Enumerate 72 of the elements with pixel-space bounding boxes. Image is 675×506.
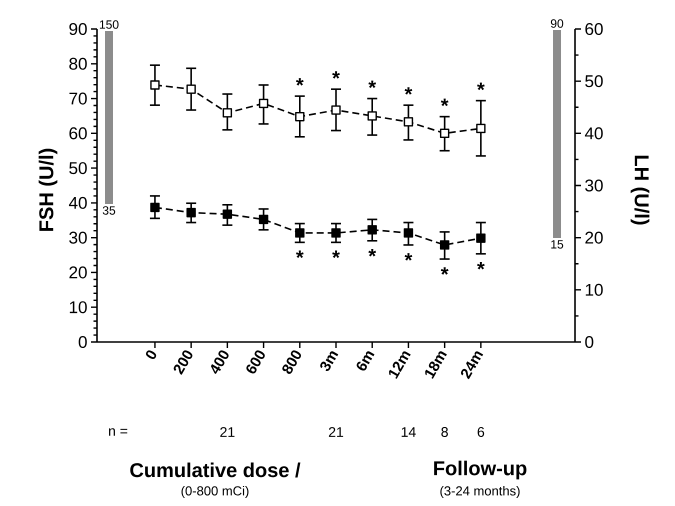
annotation: * xyxy=(440,267,449,275)
point xyxy=(368,225,377,235)
x-tick-label: 400 xyxy=(210,350,229,374)
annotation: * xyxy=(296,250,304,258)
y-tick-label: 90 xyxy=(69,22,87,36)
y-tick-label: 10 xyxy=(70,301,87,314)
x-tick-label: 0 xyxy=(146,350,156,359)
y-tick-label: 40 xyxy=(68,196,87,209)
text: 21 xyxy=(220,427,234,437)
text: 14 xyxy=(402,427,416,437)
point xyxy=(476,124,486,134)
point xyxy=(331,228,341,238)
point xyxy=(404,228,414,238)
point xyxy=(222,209,232,219)
annotation: * xyxy=(404,87,412,95)
point xyxy=(186,208,196,218)
x-tick-label: 3m xyxy=(320,351,338,372)
text: 6 xyxy=(478,427,484,437)
x-tick-label: 600 xyxy=(246,350,265,374)
y-tick-label: 80 xyxy=(69,58,87,70)
point xyxy=(440,128,450,138)
x-tick-label: 200 xyxy=(174,350,192,375)
x-tick-label: 6m xyxy=(356,351,374,371)
point xyxy=(331,105,341,115)
point xyxy=(440,240,450,250)
point xyxy=(150,80,160,90)
point xyxy=(222,108,232,118)
annotation: * xyxy=(368,248,376,256)
y2-axis-title: LH (U/l) xyxy=(630,156,650,225)
text: 15 xyxy=(551,240,564,249)
point xyxy=(295,228,304,238)
point xyxy=(258,214,268,224)
x-tick-label: 800 xyxy=(282,350,302,374)
y2-tick-label: 30 xyxy=(585,179,603,192)
y2-tick-label: 50 xyxy=(585,75,603,88)
text: 90 xyxy=(550,19,564,28)
point xyxy=(476,233,486,243)
y-tick-label: 60 xyxy=(69,127,87,140)
annotation: * xyxy=(332,250,340,258)
text: 35 xyxy=(102,206,116,215)
y-tick-label: 70 xyxy=(69,92,87,105)
y2-tick-label: 60 xyxy=(585,22,603,36)
text: 150 xyxy=(100,20,119,29)
point xyxy=(404,117,414,127)
annotation: * xyxy=(368,80,376,88)
y-tick-label: 50 xyxy=(69,162,87,174)
point xyxy=(295,112,304,122)
text: Follow-up xyxy=(434,460,526,480)
annotation: * xyxy=(477,82,485,90)
annotation: * xyxy=(440,98,449,106)
y2-tick-label: 10 xyxy=(586,284,603,296)
point xyxy=(150,202,160,212)
point xyxy=(258,98,268,108)
annotation: * xyxy=(404,253,412,261)
point xyxy=(186,84,196,94)
y2-tick-label: 20 xyxy=(585,232,603,244)
y-tick-label: 30 xyxy=(69,232,87,244)
y-tick-label: 20 xyxy=(69,266,87,278)
text: (3-24 months) xyxy=(440,486,520,498)
annotation: * xyxy=(477,262,485,270)
text: Cumulative dose / xyxy=(130,462,300,478)
y2-tick-label: 40 xyxy=(584,127,603,140)
text: 8 xyxy=(441,427,448,437)
y-axis-title: FSH (U/l) xyxy=(38,148,58,231)
text: (0-800 mCi) xyxy=(182,486,248,498)
y-tick-label: 0 xyxy=(78,336,87,348)
text: 21 xyxy=(328,427,344,437)
text: n = xyxy=(109,428,128,436)
annotation: * xyxy=(296,78,304,86)
y2-tick-label: 0 xyxy=(585,336,594,348)
annotation: * xyxy=(332,71,340,79)
point xyxy=(368,111,377,121)
